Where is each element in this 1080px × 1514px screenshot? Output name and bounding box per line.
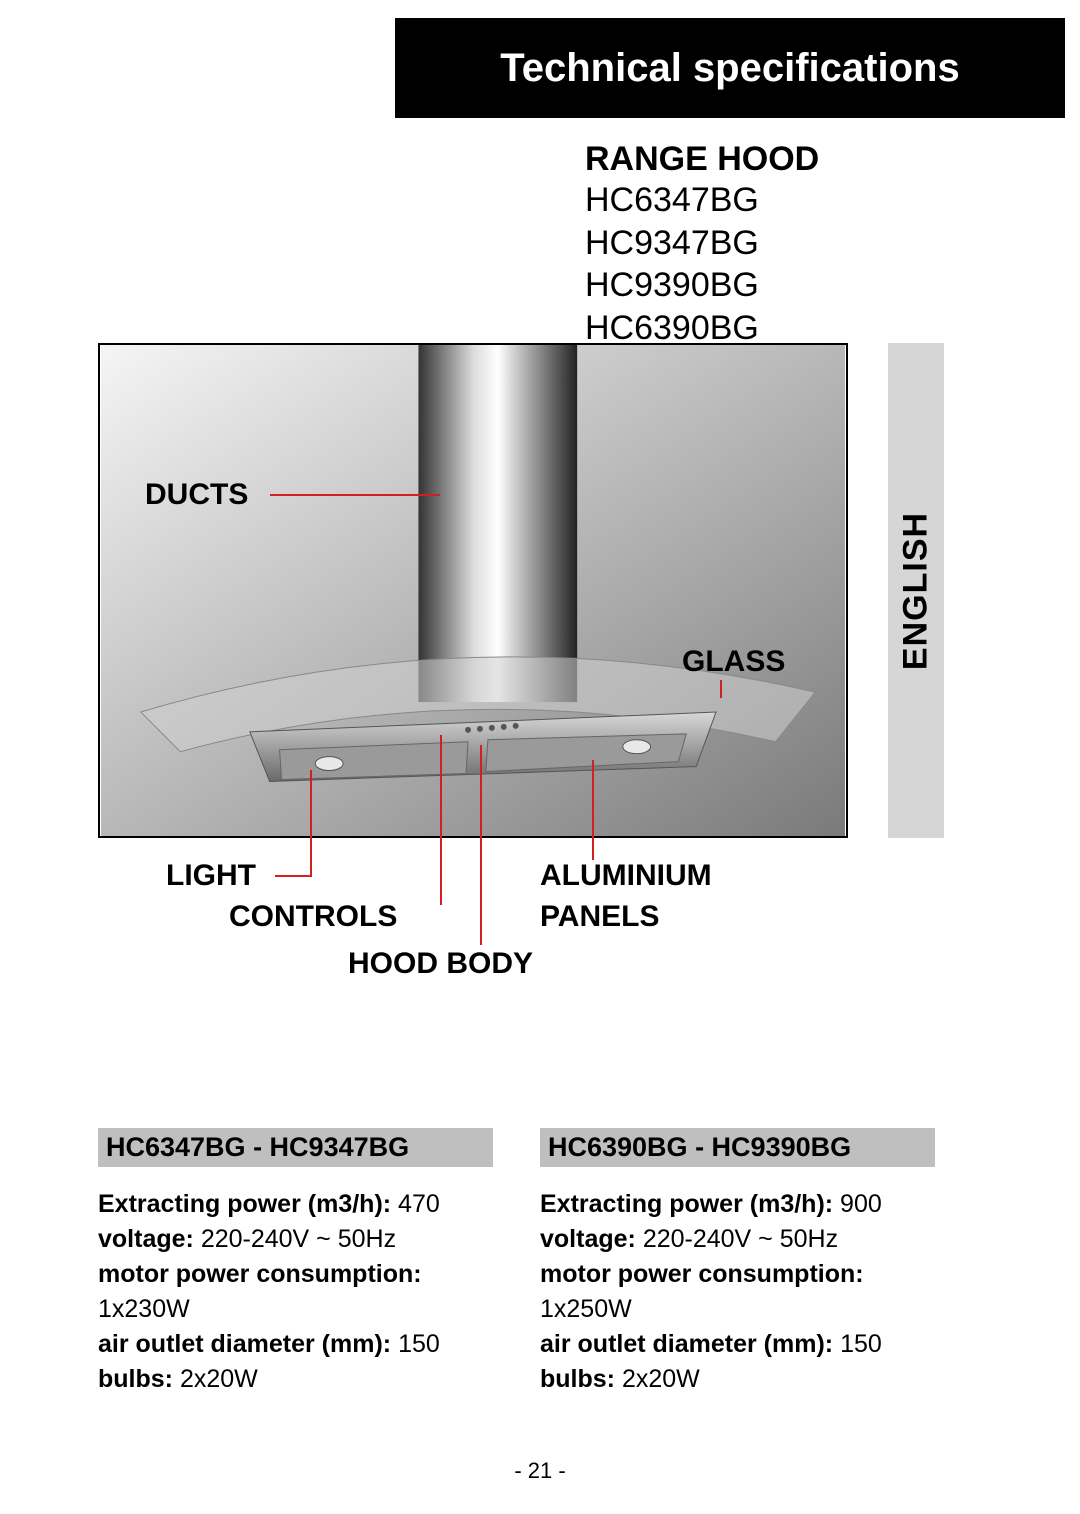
spec-header: HC6390BG - HC9390BG [540,1128,935,1167]
model-number: HC6347BG [585,179,819,222]
label-aluminium: ALUMINIUM [540,859,712,893]
product-diagram [98,343,848,838]
title-bar: Technical specifications [395,18,1065,118]
range-hood-block: RANGE HOOD HC6347BG HC9347BG HC9390BG HC… [585,140,819,349]
spec-row: Extracting power (m3/h): 470 [98,1187,493,1222]
label-ducts: DUCTS [145,478,248,512]
leader-line [440,735,442,905]
language-tab: ENGLISH [888,343,944,838]
spec-row: motor power consumption: 1x230W [98,1257,493,1327]
spec-row: Extracting power (m3/h): 900 [540,1187,935,1222]
range-hood-heading: RANGE HOOD [585,140,819,179]
spec-header: HC6347BG - HC9347BG [98,1128,493,1167]
leader-line [592,760,594,860]
spec-row: air outlet diameter (mm): 150 [540,1327,935,1362]
label-hood-body: HOOD BODY [348,947,533,981]
spec-row: air outlet diameter (mm): 150 [98,1327,493,1362]
model-number: HC9390BG [585,264,819,307]
label-controls: CONTROLS [229,900,397,934]
label-panels: PANELS [540,900,659,934]
label-glass: GLASS [682,645,785,679]
spec-row: bulbs: 2x20W [540,1362,935,1397]
leader-line [480,745,482,945]
diagram-svg [100,345,846,836]
spec-col-1: HC6347BG - HC9347BG Extracting power (m3… [98,1128,493,1397]
leader-line [310,770,312,877]
title-text: Technical specifications [500,46,959,91]
spec-row: motor power consumption: 1x250W [540,1257,935,1327]
spec-row: voltage: 220-240V ~ 50Hz [98,1222,493,1257]
page-number: - 21 - [0,1458,1080,1484]
language-text: ENGLISH [897,511,936,669]
leader-line [275,875,310,877]
spec-col-2: HC6390BG - HC9390BG Extracting power (m3… [540,1128,935,1397]
label-light: LIGHT [166,859,256,893]
model-number: HC9347BG [585,222,819,265]
spec-row: bulbs: 2x20W [98,1362,493,1397]
leader-line [720,680,722,698]
leader-line [270,494,440,496]
spec-row: voltage: 220-240V ~ 50Hz [540,1222,935,1257]
